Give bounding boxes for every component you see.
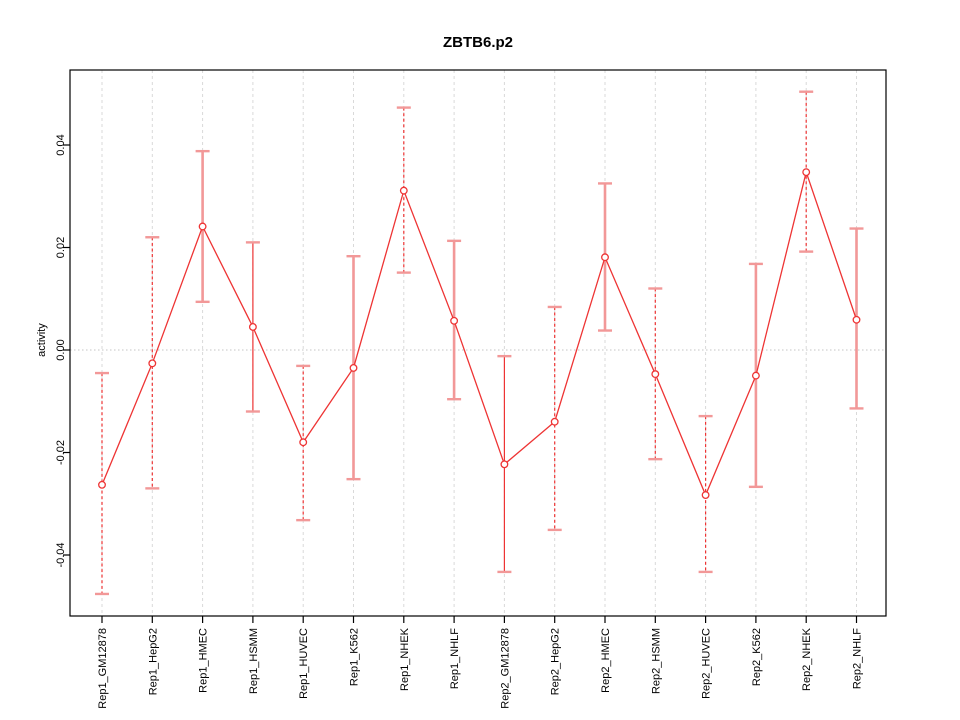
x-category-label: Rep2_GM12878 <box>499 628 511 709</box>
data-point <box>299 438 308 447</box>
series-line <box>101 169 858 497</box>
x-category-label: Rep2_HSMM <box>650 628 662 694</box>
chart-title: ZBTB6.p2 <box>442 34 513 51</box>
x-category-label: Rep2_HepG2 <box>550 628 562 695</box>
x-category-label: Rep1_HMEC <box>198 628 210 693</box>
y-tick-label: 0.00 <box>55 339 67 360</box>
x-category-label: Rep2_HMEC <box>600 628 612 693</box>
data-point <box>601 253 609 262</box>
x-category-label: Rep1_HSMM <box>248 628 260 694</box>
x-category-label: Rep1_NHLF <box>449 628 461 689</box>
x-category-label: Rep2_HUVEC <box>701 628 713 699</box>
data-point <box>500 460 509 469</box>
x-category-label: Rep1_GM12878 <box>97 628 109 709</box>
data-point <box>802 168 811 177</box>
data-point <box>550 417 559 426</box>
x-category-label: Rep1_HUVEC <box>298 628 310 699</box>
y-tick-label: 0.02 <box>55 237 67 258</box>
y-tick-label: -0.04 <box>55 542 67 567</box>
x-category-label: Rep1_HepG2 <box>147 628 159 695</box>
data-point <box>198 222 207 231</box>
data-point <box>651 370 660 379</box>
data-point <box>148 359 157 368</box>
y-tick-label: 0.04 <box>55 134 67 155</box>
x-category-label: Rep2_NHEK <box>801 627 813 691</box>
x-category-label: Rep1_K562 <box>349 628 361 686</box>
x-category-label: Rep2_NHLF <box>852 628 864 689</box>
data-point <box>98 480 106 489</box>
plot-frame <box>69 69 887 617</box>
data-point <box>349 363 358 372</box>
data-point <box>450 316 459 325</box>
x-category-label: Rep1_NHEK <box>399 627 411 691</box>
data-point <box>248 322 257 331</box>
data-point <box>751 371 760 380</box>
data-point <box>701 491 710 499</box>
data-point <box>399 186 408 195</box>
x-category-label: Rep2_K562 <box>751 628 763 686</box>
y-tick-label: -0.02 <box>55 440 67 465</box>
data-point <box>852 315 861 324</box>
